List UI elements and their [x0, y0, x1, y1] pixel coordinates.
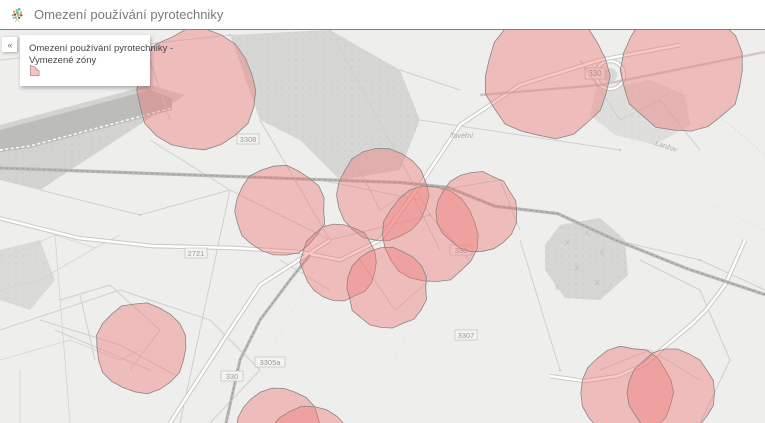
svg-text:3307: 3307	[458, 331, 475, 340]
svg-text:330: 330	[226, 372, 239, 381]
svg-text:Tovéřní: Tovéřní	[450, 133, 474, 140]
svg-text:3308: 3308	[240, 135, 257, 144]
svg-text:3305a: 3305a	[260, 358, 282, 367]
svg-text:2721: 2721	[188, 249, 205, 258]
